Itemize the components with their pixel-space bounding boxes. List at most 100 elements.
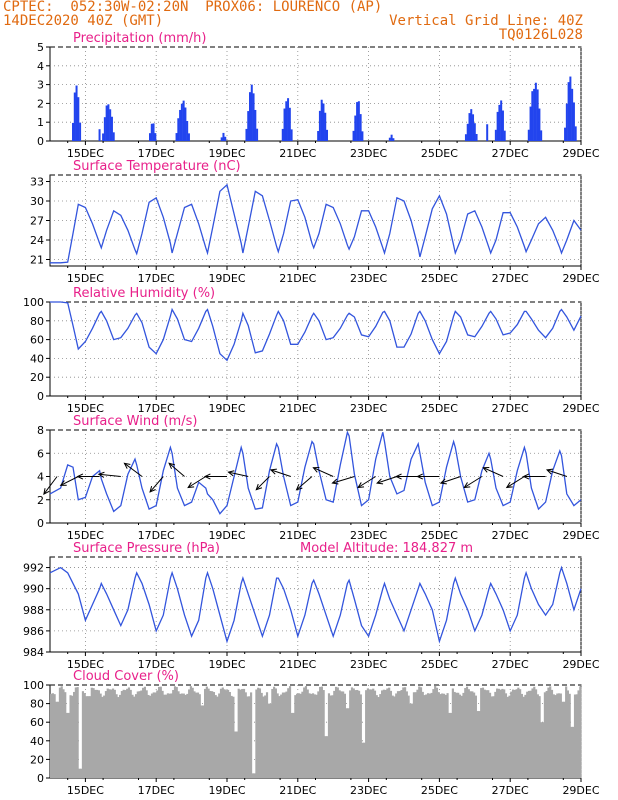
cloud-bar [67,712,70,778]
cloud-bar [99,693,102,778]
cloud-bar [62,689,65,778]
wind-arrow-head [482,467,490,473]
y-tick-label: 40 [30,352,44,365]
cloud-bar [526,691,529,778]
cloud-bar [207,688,210,778]
wind-arrow-head [463,482,471,489]
y-tick-label: 988 [23,604,44,617]
cloud-bar [515,689,518,778]
cloud-bar [361,742,364,778]
precip-bar [256,128,259,141]
cloud-bar [340,691,343,778]
cloud-bar [464,688,467,778]
precip-bar [73,92,76,141]
cloud-bar [250,692,253,778]
cloud-bar [368,689,371,778]
cloud-bar [81,691,85,778]
wind-arrow-head [59,480,67,486]
panel-title: Relative Humidity (%) [73,286,215,301]
cloud-bar [485,690,488,778]
y-tick-label: 990 [23,583,44,596]
cloud-bar [451,688,454,778]
precip-bar [222,132,225,141]
cloud-bar [497,688,500,778]
wind-arrow-shaft [357,476,376,488]
cloud-bar [407,695,410,778]
cloud-bar [283,692,286,778]
cloud-bar [575,694,578,778]
cloud-bar [58,687,62,778]
cloud-bar [404,687,407,778]
cloud-bar [237,688,240,778]
cloud-bar [329,695,332,778]
cloud-bar [343,693,346,778]
cloud-bar [460,695,463,778]
cloud-bar [165,694,168,778]
x-tick-label: 27DEC [492,529,529,542]
cloud-bar [50,693,53,778]
cloud-bar [219,688,223,778]
cloud-bar [180,693,184,778]
cloud-bar [71,695,74,778]
cloud-bar [161,690,164,778]
precip-bar [538,108,541,141]
wind-arrow-shaft [168,462,185,477]
precip-bar [317,131,320,141]
wind-arrow-head [416,473,424,480]
precip-bar [318,110,321,141]
cloud-bar [326,736,329,778]
grid-line-note: Vertical Grid Line: 40Z [389,13,583,29]
cloud-bar [281,692,285,778]
cloud-bar [216,696,219,778]
cloud-bar [380,690,384,778]
cloud-bar [511,689,515,778]
run-id: TQ0126L028 [498,27,583,43]
cloud-bar [230,695,233,778]
cloud-bar [251,773,254,778]
precip-bar [503,130,506,141]
wind-arrow-head [43,488,50,496]
y-tick-label: 30 [30,195,44,208]
precip-bar [252,93,255,141]
cloud-bar [455,692,458,778]
cloud-bar [373,690,377,778]
precip-bar [320,99,323,141]
wind-arrow-head [269,468,277,475]
precip-bar [288,107,291,141]
cloud-bar [350,687,354,778]
y-tick-label: 80 [30,315,44,328]
cloud-bar [524,694,527,778]
cloud-bar [559,693,562,778]
y-tick-label: 6 [37,447,44,460]
wind-arrow-shaft [270,469,291,477]
wind-arrow-shaft [483,467,504,477]
cloud-bar [127,687,131,778]
cloud-bar [90,687,93,778]
cloud-bar [60,686,63,778]
y-tick-label: 80 [30,698,44,711]
precip-bar [468,113,471,141]
cloud-bar [97,690,100,778]
cloud-bar [260,692,263,778]
cloud-bar [303,687,306,778]
y-tick-label: 100 [23,679,44,692]
cloud-bar [342,691,345,778]
cloud-bar [471,691,474,778]
series-line [49,565,582,644]
x-tick-label: 25DEC [421,658,458,671]
precip-bar [249,92,252,141]
cloud-bar [212,692,216,778]
cloud-bar [198,694,201,778]
wind-arrow-head [149,485,156,493]
cloud-bar [214,695,217,778]
x-tick-label: 17DEC [138,784,175,797]
cloud-bar [232,696,235,778]
cloud-bar [186,693,189,778]
cloud-bar [78,768,81,778]
precip-bar [187,133,190,141]
wind-arrow-shaft [313,467,334,477]
cloud-bar [154,692,157,778]
precip-bar [473,123,476,141]
cloud-bar [280,694,283,778]
cloud-bar [115,694,118,778]
